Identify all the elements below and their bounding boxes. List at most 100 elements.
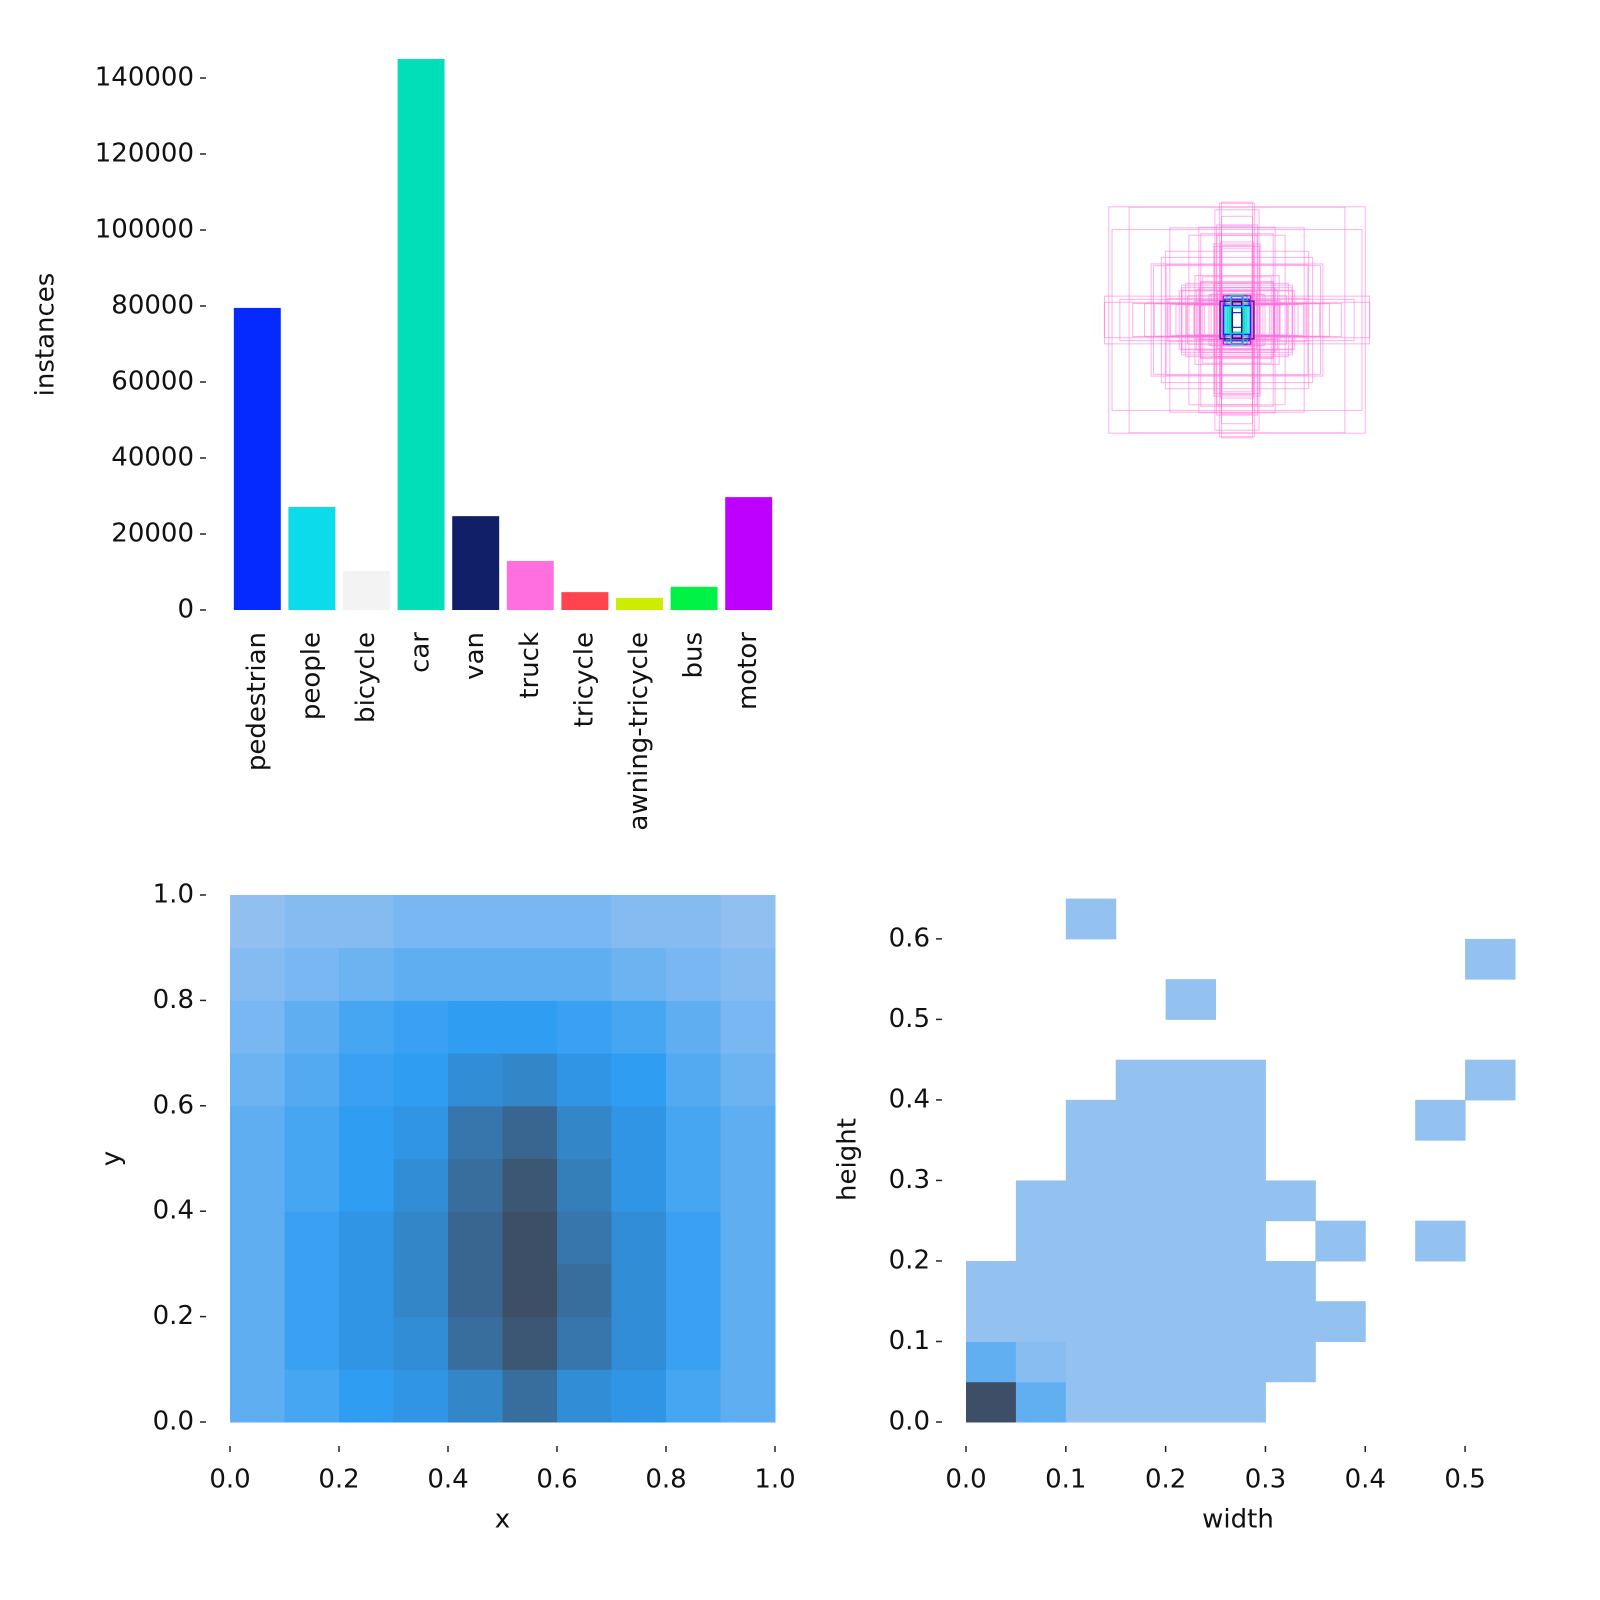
heat-cell bbox=[1115, 1301, 1167, 1342]
heat-cell bbox=[339, 1105, 394, 1159]
y-tick-label: 0.3 bbox=[889, 1165, 930, 1195]
heat-cell bbox=[720, 1105, 776, 1159]
heat-cell bbox=[284, 1158, 340, 1212]
heat-cell bbox=[611, 1263, 667, 1318]
x-axis-label: width bbox=[1202, 1505, 1274, 1535]
heat-cell bbox=[448, 1000, 503, 1054]
x-tick-label: truck bbox=[515, 632, 545, 699]
heat-cell bbox=[720, 1369, 776, 1423]
heat-cell bbox=[448, 1369, 503, 1423]
heat-cell bbox=[284, 1000, 340, 1054]
label-box bbox=[1169, 304, 1305, 336]
heat-cell bbox=[393, 1000, 449, 1054]
bar bbox=[343, 570, 390, 610]
heat-cell bbox=[502, 947, 558, 1001]
heat-cell bbox=[393, 1053, 449, 1107]
heat-cell bbox=[1165, 1260, 1217, 1302]
heat-cell bbox=[230, 1263, 285, 1318]
bar bbox=[616, 597, 663, 610]
heat-cell bbox=[611, 1369, 667, 1423]
box-overlay bbox=[1103, 201, 1371, 439]
heat-cell bbox=[611, 1105, 667, 1159]
heat-cell bbox=[1065, 1180, 1117, 1222]
heat-cell bbox=[393, 1158, 449, 1212]
label-box bbox=[1224, 305, 1250, 335]
heat-cell bbox=[557, 947, 612, 1001]
heat-cell bbox=[666, 1211, 721, 1265]
x-tick-label: 0.0 bbox=[945, 1465, 986, 1495]
label-box bbox=[1221, 215, 1253, 425]
label-box bbox=[1219, 300, 1255, 340]
label-box bbox=[1128, 206, 1346, 434]
y-tick-label: 60000 bbox=[111, 367, 194, 397]
y-tick-label: 80000 bbox=[111, 291, 194, 321]
heat-cell bbox=[1165, 1381, 1217, 1423]
heat-cell bbox=[448, 1263, 503, 1318]
x-tick-label: awning-tricycle bbox=[624, 632, 654, 831]
x-tick-label: bicycle bbox=[351, 632, 381, 723]
heat-cell bbox=[1015, 1220, 1067, 1262]
heat-cell bbox=[1465, 938, 1516, 980]
x-tick-label: people bbox=[296, 632, 326, 720]
heat-cell bbox=[448, 1105, 503, 1159]
x-tick-label: 0.2 bbox=[318, 1465, 359, 1495]
heat-cell bbox=[393, 895, 449, 949]
x-tick-label: tricycle bbox=[569, 632, 599, 727]
x-tick-label: 0.2 bbox=[1145, 1465, 1186, 1495]
heat-cell bbox=[1115, 1381, 1167, 1423]
label-box bbox=[1217, 291, 1257, 349]
heat-cell bbox=[1015, 1301, 1067, 1342]
heat-cell bbox=[1215, 1099, 1266, 1141]
heat-cell bbox=[448, 1211, 503, 1265]
bar bbox=[725, 497, 773, 610]
heat-cell bbox=[393, 1369, 449, 1423]
x-tick-label: 0.4 bbox=[1345, 1465, 1386, 1495]
heat-cell bbox=[557, 1000, 612, 1054]
heat-cell bbox=[720, 1000, 776, 1054]
heat-cell bbox=[1315, 1301, 1366, 1342]
heat-cell bbox=[966, 1301, 1017, 1342]
label-box bbox=[1178, 290, 1296, 350]
label-box bbox=[1165, 264, 1309, 376]
heat-cell bbox=[339, 947, 394, 1001]
heat-cell bbox=[1265, 1180, 1316, 1222]
heat-cell bbox=[284, 895, 340, 949]
bar bbox=[452, 516, 500, 610]
heat-cell bbox=[1115, 1341, 1167, 1383]
heat-cell bbox=[1415, 1220, 1466, 1262]
heat-cell bbox=[557, 1053, 612, 1107]
heat-cell bbox=[720, 895, 776, 949]
label-box bbox=[1143, 303, 1331, 337]
heat-cell bbox=[557, 1158, 612, 1212]
heat-cell bbox=[502, 1369, 558, 1423]
heat-cell bbox=[284, 1053, 340, 1107]
heat-cell bbox=[1065, 1140, 1117, 1181]
label-box bbox=[1108, 206, 1366, 434]
label-box bbox=[1202, 276, 1272, 364]
label-box bbox=[1169, 227, 1305, 413]
heat-cell bbox=[502, 1263, 558, 1318]
heat-cell bbox=[720, 947, 776, 1001]
x-tick-label: 0.0 bbox=[209, 1465, 250, 1495]
x-tick-label: 0.8 bbox=[645, 1465, 686, 1495]
y-tick-label: 0.2 bbox=[889, 1245, 930, 1275]
y-tick-label: 120000 bbox=[95, 139, 194, 169]
heat-cell bbox=[284, 947, 340, 1001]
label-box bbox=[1230, 295, 1244, 345]
label-box bbox=[1220, 201, 1254, 439]
heat-cell bbox=[720, 1211, 776, 1265]
label-box bbox=[1185, 304, 1289, 336]
heat-cell bbox=[1265, 1301, 1316, 1342]
y-tick-label: 0.5 bbox=[889, 1004, 930, 1034]
heat-cell bbox=[1065, 1220, 1117, 1262]
bar bbox=[288, 507, 336, 610]
heat-cell bbox=[557, 1316, 612, 1370]
label-box bbox=[1167, 298, 1307, 342]
heat-cell bbox=[230, 1316, 285, 1370]
heat-cell bbox=[284, 1211, 340, 1265]
heat-cell bbox=[1215, 1059, 1266, 1101]
heat-cell bbox=[1215, 1140, 1266, 1181]
heat-cell bbox=[966, 1381, 1017, 1423]
label-box bbox=[1214, 209, 1260, 431]
heat-cell bbox=[1115, 1059, 1167, 1101]
